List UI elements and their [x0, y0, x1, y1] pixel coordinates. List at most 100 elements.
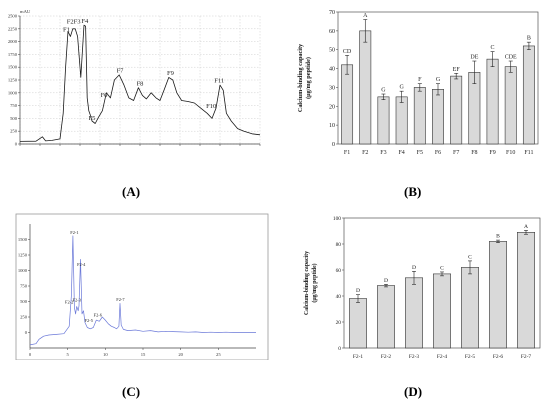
panel-label-c: (C) [122, 384, 141, 399]
x-tick-label: 20 [178, 352, 183, 357]
category-label: F2-4 [437, 354, 447, 360]
y-tick-label: 1000 [18, 268, 28, 273]
significance-letter: G [436, 77, 441, 83]
x-tick-label: 12.5 [116, 148, 125, 149]
peak-label: F2-3 [73, 298, 82, 303]
x-tick-label: 10.0 [96, 148, 105, 149]
category-label: F8 [471, 150, 477, 156]
x-tick-label: 0.0 [17, 148, 23, 149]
significance-letter: CD [343, 49, 352, 55]
significance-letter: C [468, 254, 472, 260]
panel-label-a: (A) [122, 184, 141, 199]
peak-label: F10 [206, 103, 216, 110]
x-tick-label: 7.5 [77, 148, 83, 149]
peak-label: F1 [63, 26, 70, 33]
y-axis-label-line: Calcium-binding capacity [297, 43, 304, 112]
y-tick-label: 750 [10, 103, 18, 108]
category-label: F7 [453, 150, 459, 156]
bar [433, 273, 451, 349]
peak-label: F2-5 [85, 318, 94, 323]
y-tick-label: 1000 [8, 90, 18, 95]
significance-letter: C [440, 265, 444, 271]
x-tick-label: 10 [103, 352, 108, 357]
y-tick-label: 0 [338, 346, 341, 352]
y-axis-label: Calcium-binding capacity(μg/mg peptide) [297, 43, 312, 112]
significance-letter: CDE [505, 55, 517, 61]
category-label: F3 [380, 150, 386, 156]
bar [359, 30, 372, 145]
significance-letter: A [524, 224, 528, 230]
y-tick-label: 250 [10, 129, 18, 134]
category-label: F5 [417, 150, 423, 156]
x-tick-label: 15.0 [136, 148, 145, 149]
y-unit-label: mAU [20, 9, 31, 14]
significance-letter: D [384, 278, 388, 284]
y-tick-label: 70 [329, 10, 335, 16]
peak-label: F11 [214, 78, 224, 85]
y-tick-label: 1500 [8, 65, 18, 70]
peak-label: F2F3 [67, 19, 81, 26]
x-tick-label: 27.5 [236, 148, 245, 149]
category-label: F9 [489, 150, 495, 156]
y-tick-label: 60 [329, 29, 335, 35]
x-tick-label: 0 [29, 352, 32, 357]
y-tick-label: 250 [20, 315, 28, 320]
y-tick-label: 1500 [18, 237, 28, 242]
y-tick-label: 40 [329, 67, 335, 73]
x-tick-label: 5.0 [57, 148, 63, 149]
y-tick-label: 2500 [8, 14, 18, 19]
y-tick-label: 1750 [8, 52, 18, 57]
category-label: F2 [362, 150, 368, 156]
y-tick-label: 60 [336, 268, 342, 274]
panel-label-d: (D) [404, 384, 423, 399]
significance-letter: B [527, 36, 531, 42]
bar [489, 241, 507, 349]
bar [432, 89, 444, 145]
significance-letter: G [399, 85, 404, 91]
bar [461, 267, 479, 349]
bar [517, 231, 535, 349]
y-tick-label: 30 [329, 85, 335, 91]
x-tick-label: 30.0 [256, 148, 265, 149]
peak-label: F7 [117, 67, 125, 74]
y-tick-label: 20 [336, 320, 342, 326]
category-label: F1 [344, 150, 350, 156]
y-tick-label: 1250 [8, 78, 18, 83]
y-tick-label: 500 [20, 299, 28, 304]
bar [413, 87, 426, 145]
category-label: F2-1 [353, 354, 363, 360]
x-tick-label: 15 [141, 352, 146, 357]
x-tick-label: 17.5 [156, 148, 165, 149]
peak-label: F4 [81, 18, 89, 25]
chart-d: 0 20 40 60 80 100 D F2-1 D F2-2 D F2-3 C F2-4 C F2-5 B F2… [304, 216, 541, 360]
chart-b: 0 10 20 30 40 50 60 70 CD F1 A F2 G F3 G F4 F F5 G F6 EF F7 DE… [297, 10, 539, 156]
significance-letter: A [363, 13, 368, 19]
bar [522, 45, 535, 145]
peak-label: F2-2 [65, 300, 73, 305]
bar [405, 277, 423, 349]
x-unit-label: min [262, 148, 270, 149]
chart-a: 0.0 2.5 5.0 7.5 10.0 12.5 15.0 17.5 20.0 22.5 25.0… [8, 9, 270, 149]
y-tick-label: 750 [20, 284, 28, 289]
y-axis-label-line: (μg/mg peptide) [305, 57, 312, 99]
category-label: F2-2 [381, 354, 391, 360]
category-label: F10 [506, 150, 515, 156]
panel-label-b: (B) [404, 184, 422, 199]
category-label: F2-3 [409, 354, 419, 360]
peak-label: F2-7 [116, 297, 125, 302]
y-tick-label: 50 [329, 48, 335, 54]
bar [341, 64, 354, 145]
peak-label: F5 [89, 115, 96, 122]
x-tick-label: 25 [216, 352, 221, 357]
y-tick-label: 1250 [18, 253, 28, 258]
y-axis-label: Calcium-binding capacity(μg/mg peptide) [304, 251, 318, 315]
y-tick-label: 40 [336, 294, 342, 300]
bar [377, 285, 395, 349]
significance-letter: D [412, 265, 416, 271]
y-axis-label-line: Calcium-binding capacity [304, 251, 310, 315]
y-tick-label: 20 [329, 104, 335, 110]
series-line [29, 235, 256, 346]
significance-letter: F [418, 77, 422, 83]
bar [504, 66, 517, 145]
x-tick-label: 5 [67, 352, 70, 357]
